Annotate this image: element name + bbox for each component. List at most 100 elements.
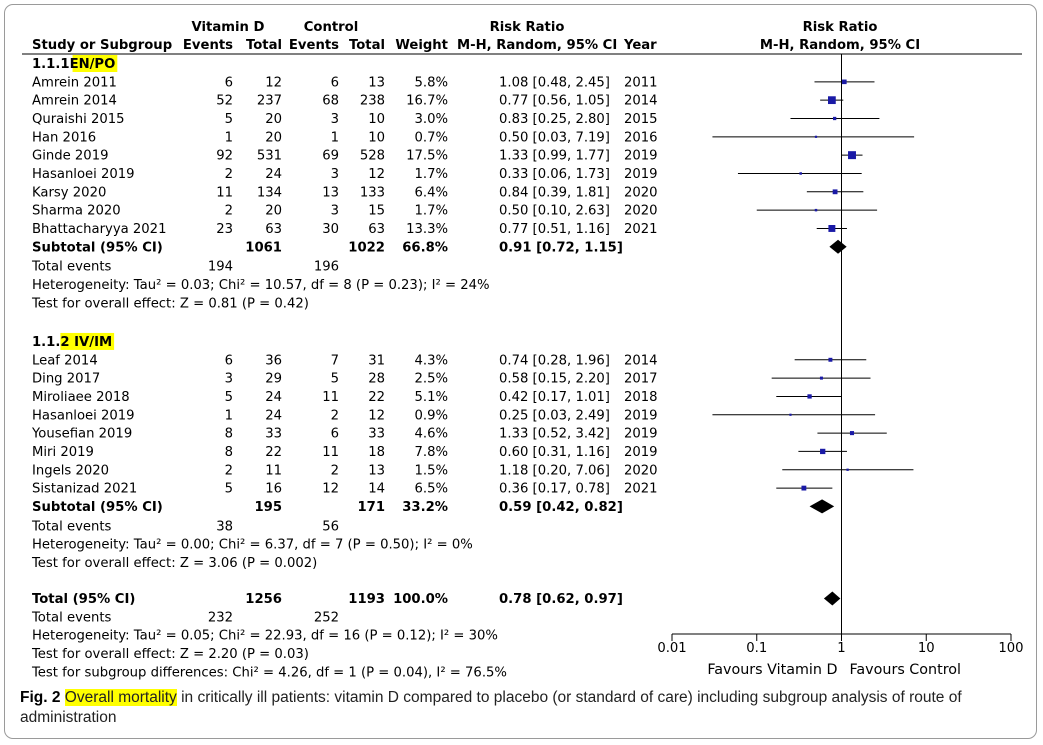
study-name: Quraishi 2015 — [32, 112, 125, 127]
events-vitd: 6 — [225, 353, 233, 368]
study-name: Ding 2017 — [32, 372, 100, 387]
col-header-events1: Events — [183, 38, 233, 53]
ci-text: 1.08 [0.48, 2.45] — [499, 75, 610, 90]
events-vitd: 5 — [225, 112, 233, 127]
total-vitd: 24 — [265, 167, 282, 182]
subgroup-events-1-label: Total events — [31, 519, 112, 534]
events-vitd: 2 — [225, 204, 233, 219]
overall-total-ci-text: 0.78 [0.62, 0.97] — [499, 592, 623, 607]
study-name: Sharma 2020 — [32, 204, 121, 219]
weight: 0.7% — [414, 130, 448, 145]
x-tick-label: 100 — [998, 641, 1023, 656]
weight: 3.0% — [414, 112, 448, 127]
subtotal-0-weight: 66.8% — [402, 240, 448, 255]
overall-events-label: Total events — [31, 610, 112, 625]
point-square — [827, 96, 836, 105]
subgroup-events-1-control: 56 — [322, 519, 339, 534]
subgroup-overall-effect-0: Test for overall effect: Z = 0.81 (P = 0… — [31, 296, 309, 311]
total-control: 15 — [368, 204, 385, 219]
overall-heterogeneity: Heterogeneity: Tau² = 0.05; Chi² = 22.93… — [32, 629, 498, 644]
total-vitd: 29 — [265, 372, 282, 387]
total-control: 28 — [368, 372, 385, 387]
weight: 17.5% — [406, 149, 448, 164]
overall-total-total-vitd: 1256 — [245, 592, 282, 607]
ci-text: 0.77 [0.51, 1.16] — [499, 222, 610, 237]
x-tick-label: 0.1 — [746, 641, 767, 656]
study-name: Miri 2019 — [32, 445, 94, 460]
weight: 2.5% — [414, 372, 448, 387]
point-square — [820, 448, 826, 455]
col-header-study: Study or Subgroup — [32, 38, 172, 53]
events-control: 11 — [322, 390, 339, 405]
weight: 6.5% — [414, 482, 448, 497]
figure-caption: Fig. 2 Overall mortality in critically i… — [20, 688, 1020, 728]
point-square — [848, 151, 856, 160]
events-control: 2 — [331, 463, 339, 478]
subtotal-1-total-vitd: 195 — [254, 500, 282, 515]
year: 2016 — [624, 130, 658, 145]
study-name: Sistanizad 2021 — [32, 482, 137, 497]
total-vitd: 20 — [265, 130, 282, 145]
events-control: 7 — [331, 353, 339, 368]
point-square — [814, 135, 818, 138]
total-vitd: 16 — [265, 482, 282, 497]
col-header-total2: Total — [349, 38, 385, 53]
year: 2021 — [624, 222, 658, 237]
subgroup-overall-effect-1: Test for overall effect: Z = 3.06 (P = 0… — [31, 556, 317, 571]
year: 2021 — [624, 482, 658, 497]
total-control: 63 — [368, 222, 385, 237]
point-square — [801, 485, 807, 491]
ci-text: 0.42 [0.17, 1.01] — [499, 390, 610, 405]
year: 2019 — [624, 149, 658, 164]
col-header-events2: Events — [289, 38, 339, 53]
subgroup-events-1-vitd: 38 — [216, 519, 233, 534]
point-square — [832, 116, 837, 121]
study-name: Hasanloei 2019 — [32, 167, 135, 182]
events-vitd: 5 — [225, 390, 233, 405]
point-square — [799, 172, 802, 175]
total-control: 12 — [368, 408, 385, 423]
events-vitd: 1 — [225, 408, 233, 423]
events-control: 5 — [331, 372, 339, 387]
study-name: Hasanloei 2019 — [32, 408, 135, 423]
total-control: 13 — [368, 463, 385, 478]
year: 2019 — [624, 167, 658, 182]
events-vitd: 6 — [225, 75, 233, 90]
weight: 7.8% — [414, 445, 448, 460]
year: 2015 — [624, 112, 658, 127]
subtotal-0-ci-text: 0.91 [0.72, 1.15] — [499, 240, 623, 255]
study-name: Amrein 2014 — [32, 94, 117, 109]
subgroup-title-0-label: EN/PO — [70, 57, 116, 72]
header-plot-title: Risk Ratio — [803, 20, 878, 35]
ci-text: 0.84 [0.39, 1.81] — [499, 185, 610, 200]
total-vitd: 20 — [265, 204, 282, 219]
col-header-ci: M-H, Random, 95% CI — [457, 38, 617, 53]
caption-fig-label: Fig. 2 — [20, 689, 61, 706]
weight: 1.7% — [414, 204, 448, 219]
weight: 5.8% — [414, 75, 448, 90]
total-control: 18 — [368, 445, 385, 460]
point-square — [842, 79, 847, 85]
subtotal-1-ci-text: 0.59 [0.42, 0.82] — [499, 500, 623, 515]
caption-text: in critically ill patients: vitamin D co… — [20, 689, 962, 726]
events-vitd: 2 — [225, 463, 233, 478]
total-vitd: 134 — [257, 185, 282, 200]
events-vitd: 2 — [225, 167, 233, 182]
year: 2011 — [624, 75, 658, 90]
events-vitd: 5 — [225, 482, 233, 497]
weight: 4.3% — [414, 353, 448, 368]
total-control: 238 — [360, 94, 385, 109]
point-square — [846, 468, 849, 471]
ci-text: 0.77 [0.56, 1.05] — [499, 94, 610, 109]
events-control: 69 — [322, 149, 339, 164]
study-name: Amrein 2011 — [32, 75, 117, 90]
point-square — [819, 376, 823, 380]
weight: 4.6% — [414, 427, 448, 442]
events-vitd: 92 — [216, 149, 233, 164]
total-vitd: 24 — [265, 390, 282, 405]
events-vitd: 1 — [225, 130, 233, 145]
study-name: Miroliaee 2018 — [32, 390, 130, 405]
events-control: 1 — [331, 130, 339, 145]
ci-text: 0.74 [0.28, 1.96] — [499, 353, 610, 368]
total-vitd: 531 — [257, 149, 282, 164]
